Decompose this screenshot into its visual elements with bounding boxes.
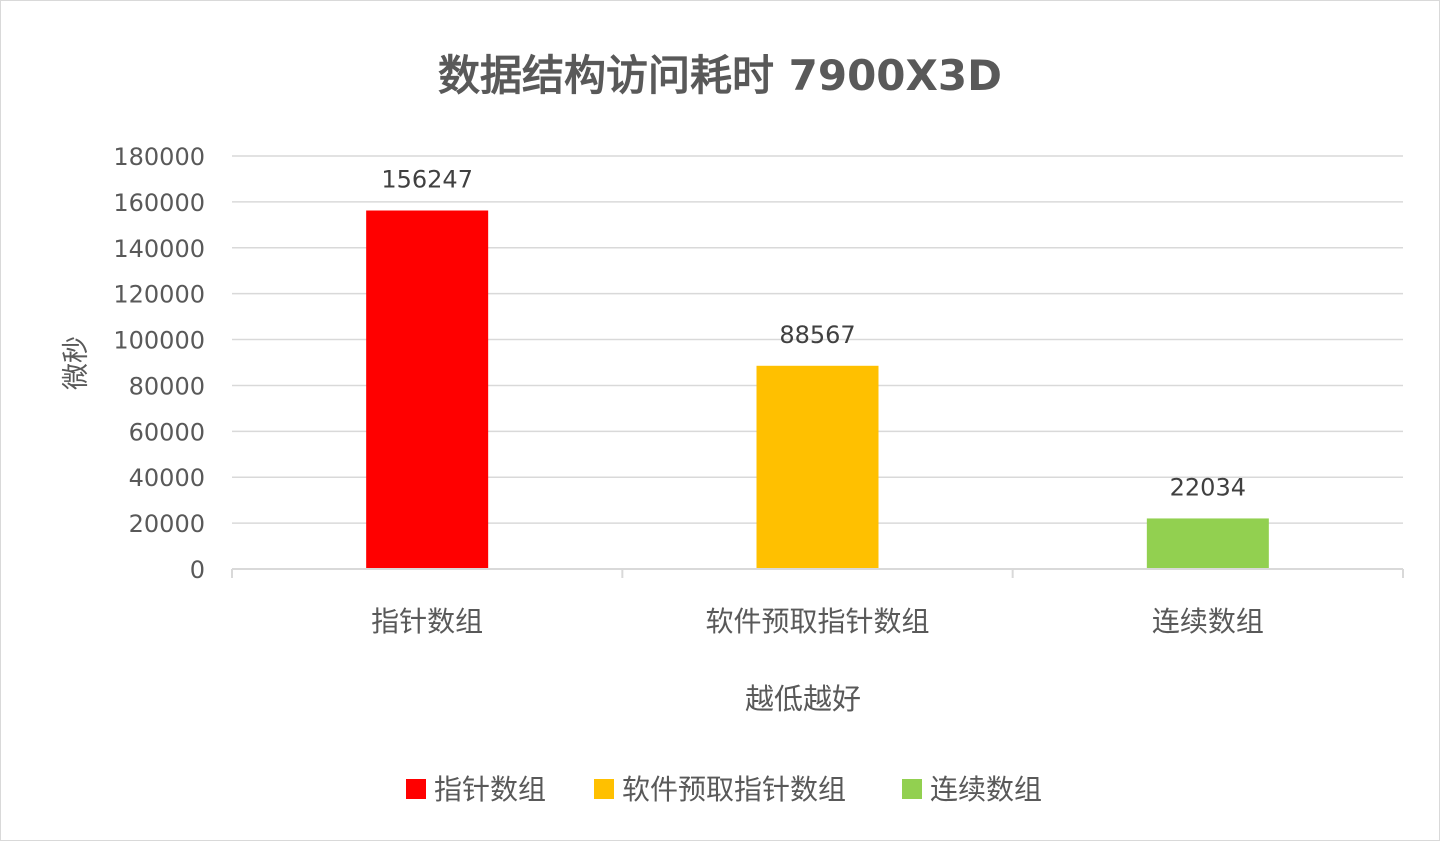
y-axis-title: 微秒 (61, 336, 92, 390)
x-axis-title: 越低越好 (745, 682, 861, 716)
data-label: 88567 (779, 321, 855, 349)
x-axis (231, 568, 1404, 578)
y-tick-label: 160000 (113, 189, 205, 217)
x-tick-label: 连续数组 (1152, 605, 1264, 638)
legend-swatch (406, 779, 426, 799)
legend-label: 指针数组 (434, 773, 546, 806)
legend: 指针数组 软件预取指针数组 连续数组 (406, 773, 1042, 806)
data-labels: 156247 88567 22034 (381, 165, 1246, 501)
legend-swatch (902, 779, 922, 799)
data-label: 22034 (1170, 473, 1246, 501)
y-tick-label: 120000 (113, 281, 205, 309)
legend-swatch (594, 779, 614, 799)
y-tick-label: 20000 (129, 510, 205, 538)
chart-title: 数据结构访问耗时 7900X3D (438, 51, 1002, 100)
x-tick-label: 软件预取指针数组 (705, 605, 929, 638)
y-tick-label: 0 (190, 556, 205, 584)
y-tick-label: 100000 (113, 327, 205, 355)
bar (1146, 518, 1269, 569)
x-tick-label: 指针数组 (371, 605, 483, 638)
y-axis-tick-labels: 0 20000 40000 60000 80000 100000 120000 140000 1… (113, 143, 205, 584)
y-tick-label: 180000 (113, 143, 205, 171)
data-label: 156247 (381, 165, 473, 193)
bar (366, 210, 489, 569)
y-tick-label: 140000 (113, 235, 205, 263)
legend-label: 连续数组 (930, 773, 1042, 806)
legend-label: 软件预取指针数组 (622, 773, 846, 806)
y-tick-label: 60000 (129, 418, 205, 446)
x-axis-tick-labels: 指针数组 软件预取指针数组 连续数组 (371, 605, 1264, 638)
y-tick-label: 40000 (129, 464, 205, 492)
bar (756, 365, 879, 569)
y-tick-label: 80000 (129, 372, 205, 400)
bars (366, 210, 1269, 569)
